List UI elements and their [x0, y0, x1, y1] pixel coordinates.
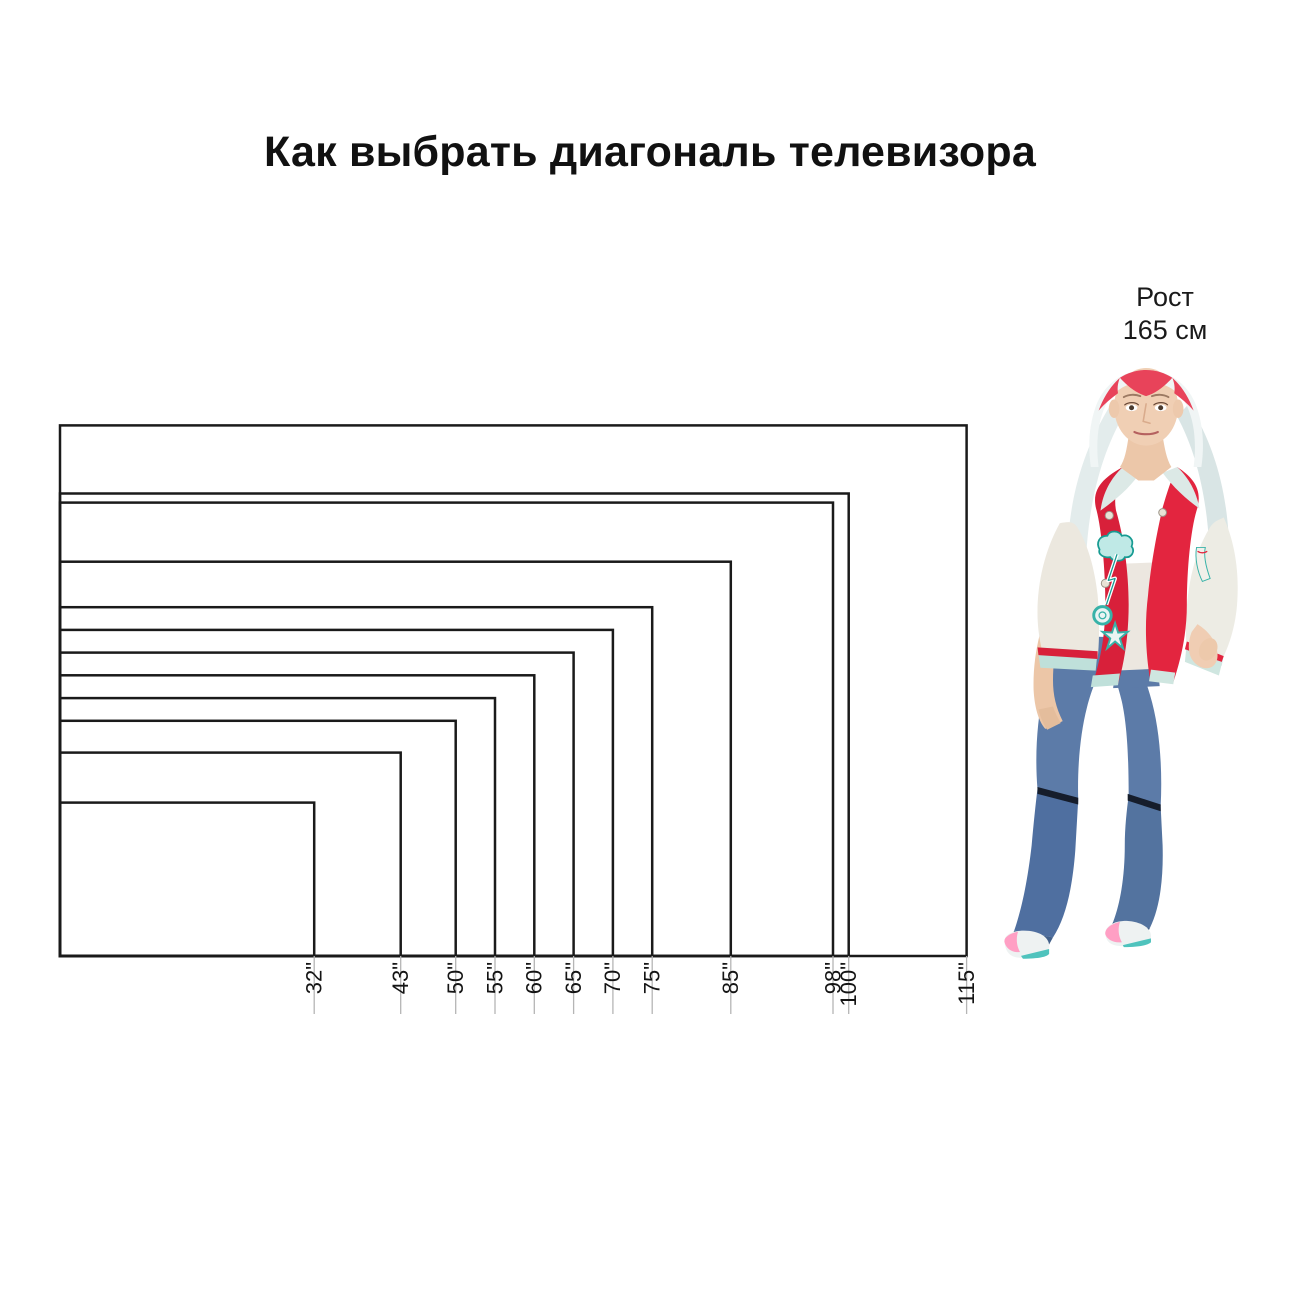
- svg-text:43": 43": [388, 962, 413, 994]
- svg-text:32": 32": [302, 962, 327, 994]
- svg-text:75": 75": [640, 962, 665, 994]
- svg-text:115": 115": [954, 962, 979, 1005]
- svg-text:85": 85": [718, 962, 743, 994]
- svg-text:100": 100": [836, 962, 861, 1007]
- svg-text:60": 60": [522, 962, 547, 994]
- svg-text:65": 65": [561, 962, 586, 994]
- svg-text:50": 50": [443, 962, 468, 994]
- svg-text:70": 70": [600, 962, 625, 994]
- svg-text:55": 55": [482, 962, 507, 994]
